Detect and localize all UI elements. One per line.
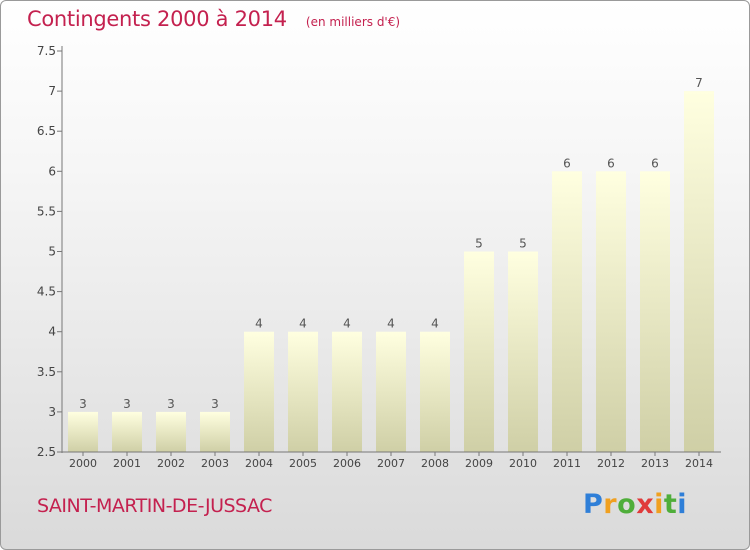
x-tick-label: 2000: [69, 457, 97, 470]
value-label: 4: [387, 317, 395, 331]
logo-letter: i: [654, 489, 664, 520]
chart-title: Contingents 2000 à 2014: [27, 7, 287, 31]
x-tick-label: 2001: [113, 457, 141, 470]
x-tick-label: 2002: [157, 457, 185, 470]
y-tick-label: 4: [48, 325, 56, 339]
bar-2011: [552, 171, 582, 453]
x-tick-label: 2009: [465, 457, 493, 470]
x-tick-label: 2003: [201, 457, 229, 470]
x-tick-label: 2004: [245, 457, 273, 470]
x-tick-label: 2012: [597, 457, 625, 470]
x-tick-label: 2010: [509, 457, 537, 470]
x-tick-label: 2005: [289, 457, 317, 470]
logo-letter: r: [603, 489, 618, 520]
value-label: 3: [167, 397, 175, 411]
bar-2007: [376, 331, 406, 452]
y-tick-label: 3: [48, 405, 56, 419]
y-tick-label: 5: [48, 245, 56, 259]
value-label: 6: [651, 156, 659, 170]
value-label: 5: [475, 237, 483, 251]
bar-2003: [200, 411, 230, 452]
bar-2009: [464, 251, 494, 452]
y-tick-label: 2.5: [37, 445, 56, 459]
x-tick-label: 2007: [377, 457, 405, 470]
value-label: 6: [563, 156, 571, 170]
logo-letter: t: [663, 489, 678, 520]
proxiti-logo[interactable]: Proxiti: [583, 489, 687, 520]
bar-2008: [420, 331, 450, 452]
bar-2006: [332, 331, 362, 452]
y-tick-label: 6: [48, 164, 56, 178]
value-label: 3: [79, 397, 87, 411]
y-tick-label: 3.5: [37, 365, 56, 379]
bar-2000: [68, 411, 98, 452]
value-label: 6: [607, 156, 615, 170]
x-tick-label: 2011: [553, 457, 581, 470]
value-label: 4: [299, 317, 307, 331]
y-tick-label: 7.5: [37, 44, 56, 58]
value-label: 4: [431, 317, 439, 331]
bar-2012: [596, 171, 626, 453]
logo-letter: P: [583, 489, 604, 520]
bar-2013: [640, 171, 670, 453]
x-tick-label: 2006: [333, 457, 361, 470]
y-tick-label: 5.5: [37, 204, 56, 218]
place-name: SAINT-MARTIN-DE-JUSSAC: [37, 495, 272, 517]
value-label: 4: [343, 317, 351, 331]
y-tick-label: 7: [48, 84, 56, 98]
bar-2004: [244, 331, 274, 452]
bar-2010: [508, 251, 538, 452]
chart-subtitle: (en milliers d'€): [305, 15, 401, 29]
bars-group: 3 3 3 3 4 4 4 4 4 5 5 6 6 6 7: [68, 76, 714, 453]
logo-letter: i: [677, 489, 688, 520]
y-tick-label: 4.5: [37, 285, 56, 299]
x-tick-label: 2008: [421, 457, 449, 470]
value-label: 7: [695, 76, 703, 90]
logo-letter: x: [636, 489, 655, 520]
value-label: 4: [255, 317, 263, 331]
logo-letter: o: [617, 489, 637, 520]
bar-2005: [288, 331, 318, 452]
value-label: 3: [211, 397, 219, 411]
bar-2001: [112, 411, 142, 452]
axes-group: 2.5 3 3.5 4 4.5 5 5.5 6 6.5 7 7.5 2000 2001 2002 2003 2…: [37, 44, 721, 470]
y-tick-label: 6.5: [37, 124, 56, 138]
bar-2014: [684, 91, 714, 452]
title-row: Contingents 2000 à 2014 (en milliers d'€…: [27, 7, 400, 31]
bar-2002: [156, 411, 186, 452]
value-label: 3: [123, 397, 131, 411]
value-label: 5: [519, 237, 527, 251]
x-tick-label: 2014: [685, 457, 713, 470]
x-tick-label: 2013: [641, 457, 669, 470]
